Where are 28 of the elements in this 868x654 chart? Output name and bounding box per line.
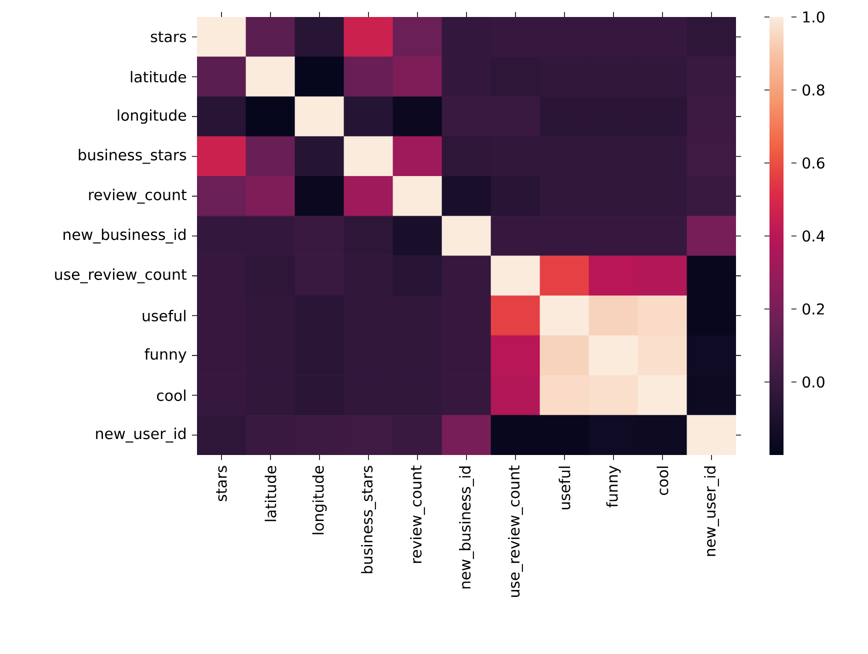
- color-bar-label: 0.2: [802, 303, 824, 315]
- y-tick-label: funny: [144, 348, 186, 363]
- y-tick-label: cool: [156, 390, 186, 402]
- y-tick-label: review_count: [89, 188, 186, 204]
- y-tick-label: stars: [150, 32, 186, 42]
- x-tick-label: new_business_id: [459, 466, 474, 588]
- x-tick-label: new_user_id: [704, 466, 719, 556]
- color-bar-label: 0.0: [802, 376, 824, 388]
- x-tick-label: longitude: [312, 466, 327, 534]
- y-tick-label: useful: [142, 310, 186, 322]
- color-bar-label: 0.6: [802, 157, 824, 169]
- y-tick-label: new_user_id: [96, 428, 186, 443]
- y-tick-label: longitude: [118, 109, 186, 124]
- x-tick-label: latitude: [264, 466, 276, 522]
- y-tick-label: use_review_count: [55, 268, 186, 284]
- x-tick-label: stars: [216, 466, 227, 502]
- y-tick-label: new_business_id: [64, 228, 186, 244]
- x-tick-label: use_review_count: [508, 466, 523, 597]
- y-tick-label: business_stars: [78, 148, 186, 164]
- x-tick-label: useful: [558, 466, 570, 510]
- x-tick-label: business_stars: [361, 466, 376, 574]
- x-tick-label: review_count: [410, 466, 425, 563]
- x-tick-label: funny: [606, 466, 621, 508]
- color-bar-label: 1.0: [803, 11, 824, 23]
- y-tick-label: latitude: [130, 70, 186, 83]
- color-bar-label: 0.8: [802, 84, 824, 96]
- x-tick-label: cool: [656, 466, 668, 496]
- color-bar-label: 0.4: [802, 230, 825, 242]
